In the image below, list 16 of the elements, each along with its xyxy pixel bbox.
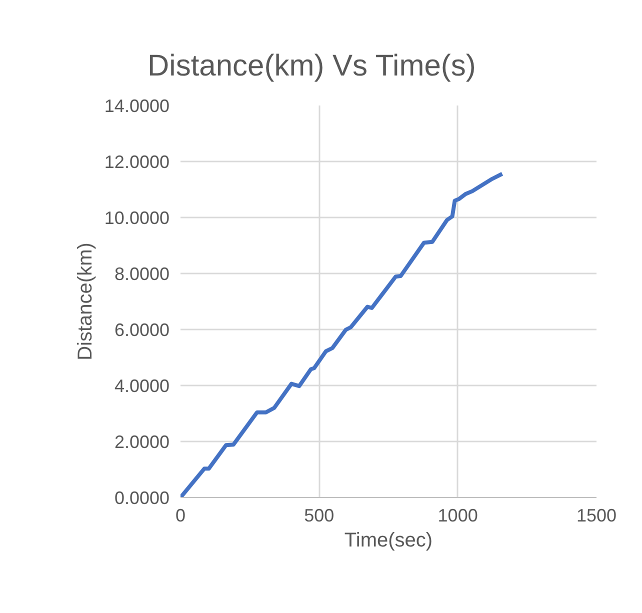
chart-title: Distance(km) Vs Time(s) [148, 50, 476, 82]
y-tick-label: 4.0000 [114, 376, 170, 396]
y-tick-label: 12.0000 [104, 152, 170, 172]
line-series [180, 172, 504, 498]
x-axis-title: Time(sec) [344, 530, 433, 552]
y-tick-label: 14.0000 [104, 96, 170, 116]
x-tick-label: 1000 [438, 506, 478, 526]
y-tick-label: 10.0000 [104, 208, 170, 228]
x-tick-label: 1500 [576, 506, 617, 526]
y-tick-label: 0.0000 [114, 488, 170, 508]
y-tick-label: 8.0000 [114, 264, 170, 284]
x-tick-label: 500 [304, 506, 334, 526]
y-tick-label: 6.0000 [114, 320, 170, 340]
y-axis-title: Distance(km) [74, 242, 96, 360]
x-tick-label: 0 [175, 506, 186, 526]
y-tick-label: 2.0000 [114, 432, 170, 452]
